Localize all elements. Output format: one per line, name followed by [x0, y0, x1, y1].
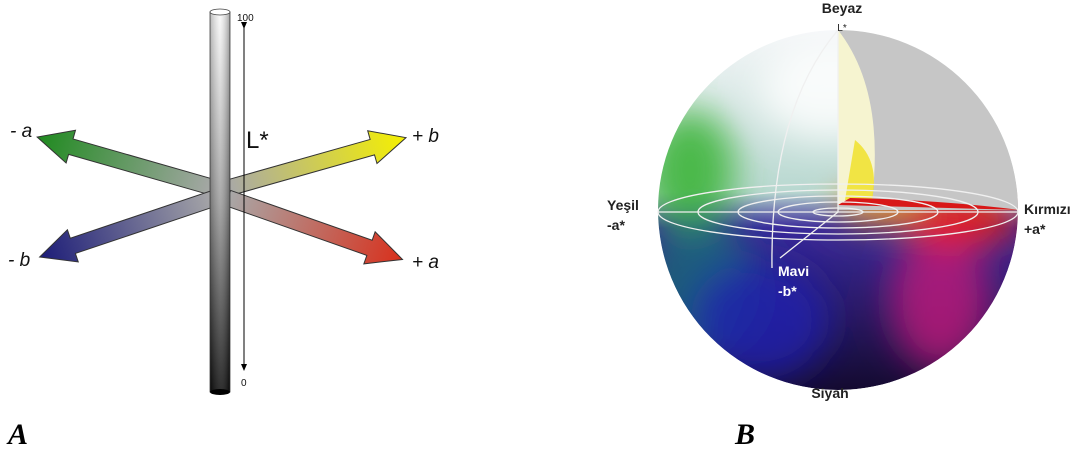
arrow-minus-a — [32, 121, 219, 205]
label-minus-a: - a — [10, 121, 32, 142]
label-bottom: Siyah — [811, 385, 848, 401]
arrow-minus-b — [34, 182, 220, 273]
label-right: Kırmızı — [1024, 201, 1071, 217]
label-minus-b: - b — [8, 250, 30, 271]
label-left: Yeşil — [607, 197, 639, 213]
label-right-axis: +a* — [1024, 221, 1046, 237]
label-plus-b: + b — [412, 126, 439, 147]
label-left-axis: -a* — [607, 217, 625, 233]
axis-label: L* — [246, 127, 269, 154]
caption-b: B — [734, 418, 755, 451]
figure: 100 0 L* - a + b - b + a A Beyaz L* Yeşi… — [0, 0, 1090, 454]
label-plus-a: + a — [412, 252, 439, 273]
tick-top: 100 — [237, 13, 254, 24]
caption-a: A — [6, 418, 28, 451]
label-front: Mavi — [778, 263, 809, 279]
arrow-plus-a — [222, 182, 408, 276]
color-sphere — [640, 30, 1020, 390]
tick-bottom: 0 — [241, 378, 247, 389]
lightness-cylinder — [210, 9, 230, 395]
label-front-axis: -b* — [778, 283, 797, 299]
label-top: Beyaz — [822, 0, 862, 16]
label-top-axis: L* — [837, 23, 847, 34]
